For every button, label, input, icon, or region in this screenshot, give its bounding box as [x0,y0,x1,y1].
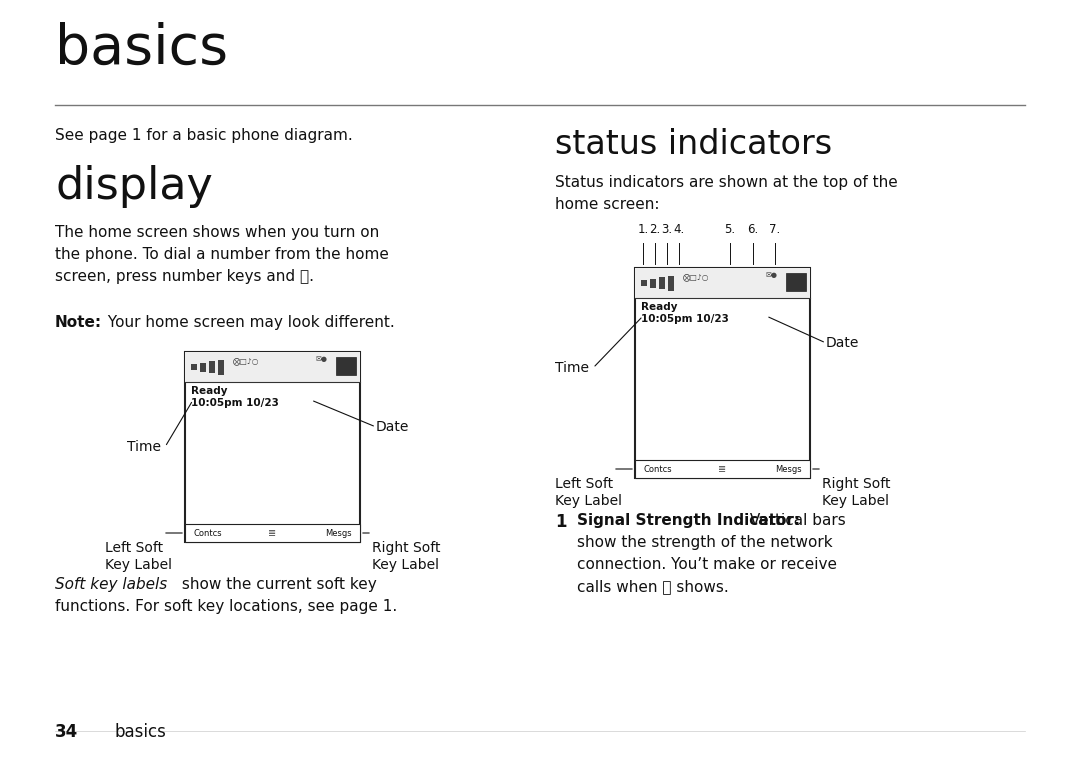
Text: 10:05pm 10/23: 10:05pm 10/23 [642,314,729,324]
Text: show the strength of the network: show the strength of the network [577,535,833,550]
Text: See page 1 for a basic phone diagram.: See page 1 for a basic phone diagram. [55,128,353,143]
Bar [185,524,360,542]
Text: connection. You’t make or receive: connection. You’t make or receive [577,557,837,572]
Text: Soft key labels: Soft key labels [55,577,167,592]
Text: Contcs: Contcs [643,464,672,473]
Bar [635,268,810,298]
Text: Vertical bars: Vertical bars [745,513,846,528]
Text: 1.: 1. [637,223,649,236]
Text: 7.: 7. [769,223,781,236]
Text: Right Soft
Key Label: Right Soft Key Label [822,477,891,509]
Bar [659,277,665,289]
Text: Signal Strength Indicator:: Signal Strength Indicator: [577,513,800,528]
Bar [185,352,360,382]
Text: display: display [55,165,213,208]
Text: 1: 1 [555,513,567,531]
Text: Time: Time [127,440,161,454]
Text: Ready: Ready [642,302,677,312]
Text: Mesgs: Mesgs [775,464,802,473]
Text: ≣: ≣ [269,528,276,538]
Text: Date: Date [376,420,409,434]
Text: functions. For soft key locations, see page 1.: functions. For soft key locations, see p… [55,599,397,614]
Bar [218,359,224,375]
Bar [336,357,356,375]
Text: basics: basics [55,22,228,76]
Text: Contcs: Contcs [193,529,221,538]
Text: home screen:: home screen: [555,197,660,212]
Text: 3.: 3. [661,223,673,236]
Text: the phone. To dial a number from the home: the phone. To dial a number from the hom… [55,247,389,262]
Bar [786,273,806,291]
Text: 34: 34 [55,723,78,741]
Text: Date: Date [826,336,860,350]
Bar [635,460,810,478]
Text: Left Soft
Key Label: Left Soft Key Label [105,541,172,572]
Bar [635,268,810,478]
Text: The home screen shows when you turn on: The home screen shows when you turn on [55,225,379,240]
Text: Status indicators are shown at the top of the: Status indicators are shown at the top o… [555,175,897,190]
Text: 2.: 2. [649,223,661,236]
Text: 5.: 5. [725,223,735,236]
Text: Note:: Note: [55,315,103,330]
Text: ✉●: ✉● [316,356,328,362]
Text: Left Soft
Key Label: Left Soft Key Label [555,477,622,509]
Text: basics: basics [114,723,167,741]
Text: Right Soft
Key Label: Right Soft Key Label [372,541,441,572]
Text: calls when Ⓖ shows.: calls when Ⓖ shows. [577,579,729,594]
Bar [185,352,360,542]
Text: ✉●: ✉● [766,272,778,278]
Text: Your home screen may look different.: Your home screen may look different. [103,315,395,330]
Text: 4.: 4. [673,223,685,236]
Text: show the current soft key: show the current soft key [177,577,377,592]
Text: ⨂□♪○: ⨂□♪○ [233,356,259,365]
Bar [642,280,647,286]
Text: ⨂□♪○: ⨂□♪○ [683,272,710,281]
Text: 6.: 6. [747,223,758,236]
Text: Mesgs: Mesgs [325,529,352,538]
Text: status indicators: status indicators [555,128,832,161]
Bar [200,362,206,372]
Text: ≣: ≣ [718,464,727,474]
Bar [669,276,674,290]
Text: 10:05pm 10/23: 10:05pm 10/23 [191,398,279,408]
Text: screen, press number keys and ⬜.: screen, press number keys and ⬜. [55,269,314,284]
Bar [650,279,656,287]
Bar [191,364,197,370]
Bar [210,361,215,373]
Text: Time: Time [555,361,589,375]
Text: Ready: Ready [191,386,228,396]
